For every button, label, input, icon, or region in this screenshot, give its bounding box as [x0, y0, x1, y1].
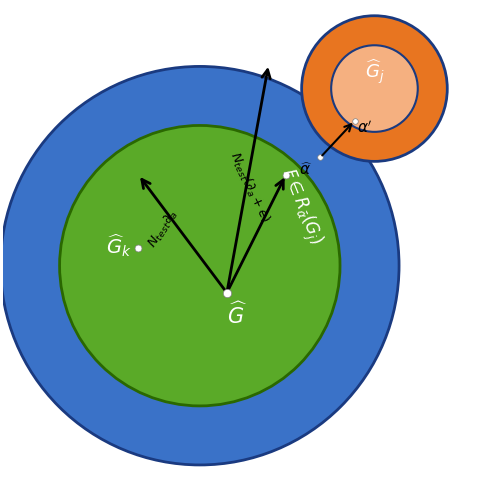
Circle shape — [60, 125, 340, 406]
Text: $\widehat{G}_k$: $\widehat{G}_k$ — [106, 233, 131, 259]
Text: $\widehat{G}_j$: $\widehat{G}_j$ — [365, 57, 384, 86]
Circle shape — [0, 66, 399, 465]
Circle shape — [331, 45, 418, 132]
Text: $\alpha'$: $\alpha'$ — [357, 120, 373, 136]
Text: $\widehat{\alpha}$: $\widehat{\alpha}$ — [299, 161, 312, 178]
Text: $\widehat{G}$: $\widehat{G}$ — [227, 302, 247, 328]
Text: $N_{test}\partial_a$: $N_{test}\partial_a$ — [145, 207, 181, 250]
Text: $F \in R_{\bar{\alpha}}(G_j)$: $F \in R_{\bar{\alpha}}(G_j)$ — [274, 165, 327, 248]
Circle shape — [302, 16, 447, 161]
Text: $N_{test}(\partial_a+e)$: $N_{test}(\partial_a+e)$ — [226, 149, 272, 225]
